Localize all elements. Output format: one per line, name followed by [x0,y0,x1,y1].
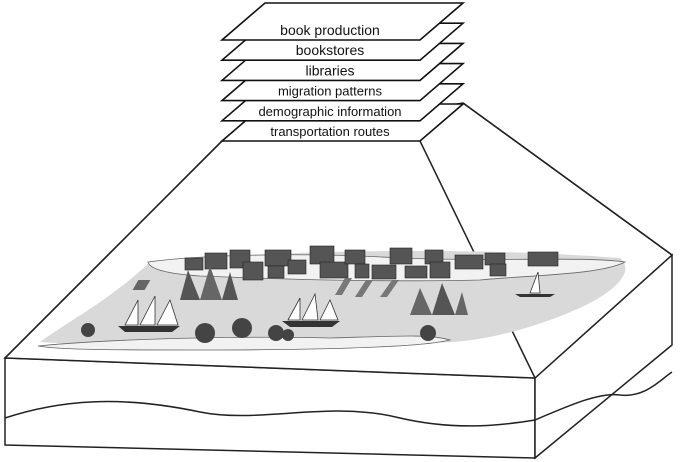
house [287,259,307,275]
tree [232,318,252,338]
sail [139,295,156,326]
trees [81,318,436,343]
hull [118,326,180,332]
house [264,249,292,267]
layer-sheet [219,2,466,41]
house [527,251,559,267]
house [184,257,204,271]
hull [515,294,555,297]
house [204,252,228,270]
projection-line [462,102,673,256]
strata-line [4,371,673,427]
sail [455,292,468,315]
layer-label: demographic information [258,104,401,119]
house [389,247,413,265]
layer-label: transportation routes [270,124,390,139]
pier [380,280,399,297]
pier [355,280,373,297]
hull [282,321,340,327]
tree [420,325,436,341]
house [489,263,507,277]
house [242,261,264,281]
sail [156,298,179,326]
town [132,245,559,297]
tree [268,325,284,341]
house [267,265,285,279]
sail [529,271,541,294]
projection-line [4,140,223,359]
house [371,264,397,280]
sail [432,283,455,315]
ships [118,266,555,332]
layer-label: book production [280,22,380,38]
tree [195,323,215,343]
house [404,265,428,279]
sail [301,292,319,321]
layer-label: libraries [305,62,354,78]
pier [132,280,151,290]
house [354,263,370,279]
tree [282,329,294,341]
sail [287,297,301,321]
sail [180,270,200,300]
layer-stack: transportation routes demographic informa… [219,2,466,142]
house [484,252,506,266]
pier [335,278,352,295]
layer-label: migration patterns [278,84,383,99]
sail [410,288,432,315]
sail [222,272,238,300]
house [429,261,451,279]
house [309,245,335,265]
tree [81,323,95,337]
house [344,249,366,265]
house [319,261,349,279]
layer-label: bookstores [296,42,364,58]
sail [200,266,222,300]
house [454,254,484,270]
sail [124,299,139,326]
sail [319,299,339,321]
